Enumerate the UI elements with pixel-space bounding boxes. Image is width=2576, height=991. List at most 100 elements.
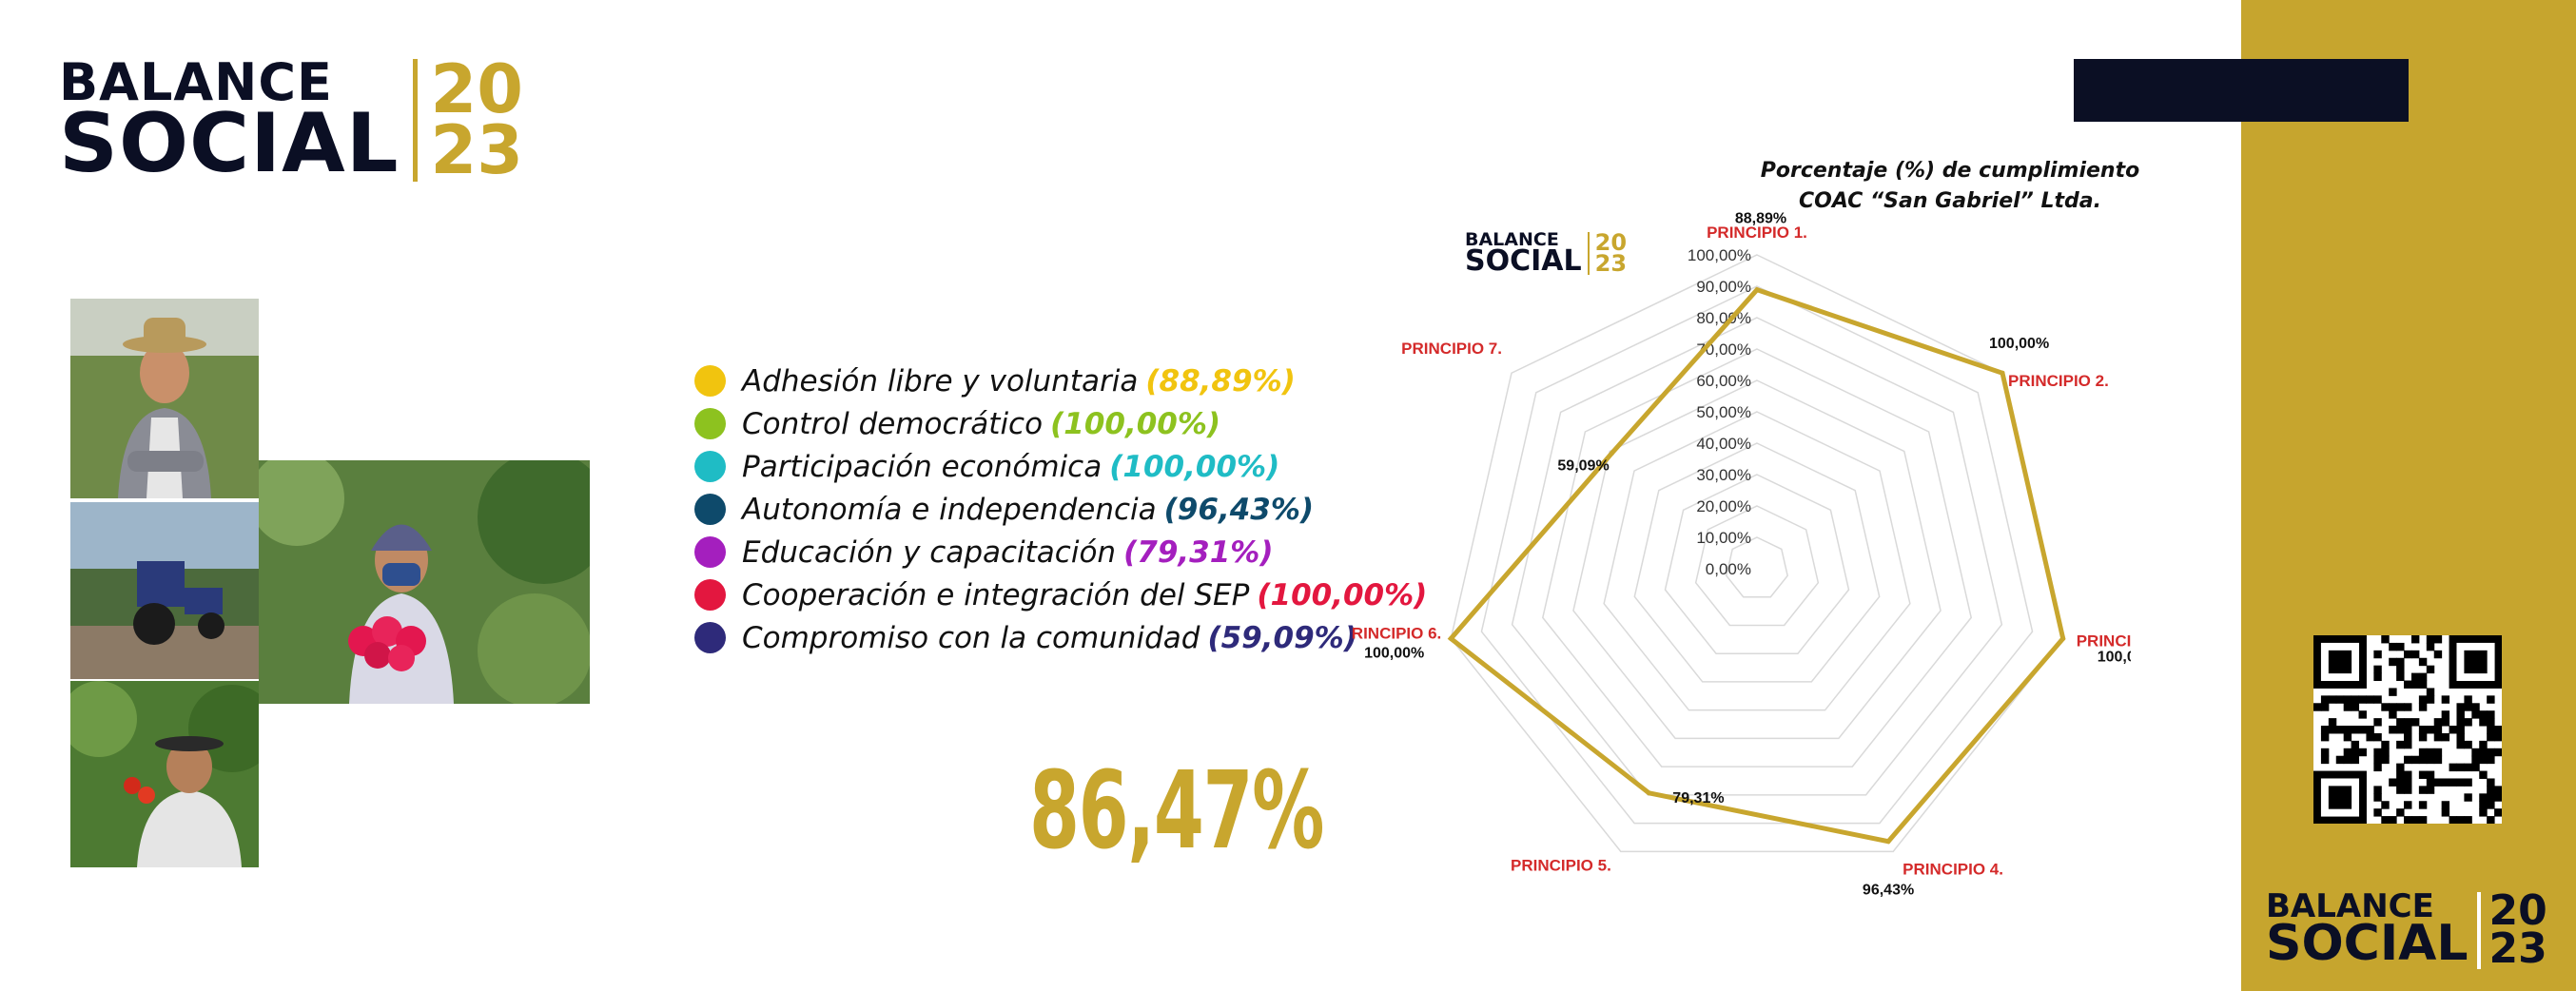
logo-balance: BALANCE — [59, 52, 333, 112]
radar-category-label: PRINCIPIO 1. — [1707, 223, 1807, 242]
logo-year-top: 20 — [430, 50, 523, 128]
radar-grid-ring — [1603, 411, 1911, 711]
radar-grid-ring — [1694, 505, 1820, 627]
logo-social: SOCIAL — [1465, 244, 1582, 279]
radar-grid-ring — [1541, 348, 1973, 768]
logo-year-bottom: 23 — [430, 111, 523, 190]
legend-label: Compromiso con la comunidad — [742, 620, 1200, 655]
principles-legend: Adhesión libre y voluntaria (88,89%) Con… — [694, 359, 1427, 659]
legend-item: Control democrático (100,00%) — [694, 402, 1427, 445]
photo-farmer — [70, 299, 259, 498]
radar-category-label: PRINCIPIO 4. — [1903, 860, 2003, 878]
gold-side-panel — [2241, 0, 2576, 991]
legend-item: Compromiso con la comunidad (59,09%) — [694, 616, 1427, 659]
logo-year-top: 20 — [2488, 886, 2547, 935]
legend-value: (79,31%) — [1123, 534, 1274, 570]
legend-label: Autonomía e independencia — [742, 492, 1157, 527]
radar-grid-ring — [1450, 254, 2064, 853]
legend-item: Educación y capacitación (79,31%) — [694, 531, 1427, 573]
photo-flowers-worker — [259, 460, 590, 704]
radar-tick-label: 20,00% — [1696, 497, 1751, 515]
legend-label: Control democrático — [742, 406, 1044, 441]
legend-value: (100,00%) — [1109, 449, 1280, 484]
logo-social: SOCIAL — [2266, 915, 2469, 973]
corner-logo: BALANCE SOCIAL 20 23 — [2266, 886, 2547, 974]
radar-series-line — [1447, 286, 2066, 845]
radar-tick-label: 60,00% — [1696, 372, 1751, 390]
photo-tractor — [70, 502, 259, 679]
legend-label: Participación económica — [742, 449, 1103, 484]
radar-category-label: PRINCIPIO 7. — [1401, 340, 1502, 358]
radar-value-label: 96,43% — [1863, 883, 1914, 899]
total-percentage: 86,47% — [1029, 749, 1324, 873]
radar-tick-label: 50,00% — [1696, 403, 1751, 421]
radar-tick-label: 100,00% — [1688, 246, 1751, 264]
radar-grid-ring — [1511, 317, 2003, 796]
radar-data-point — [1754, 287, 1760, 293]
legend-dot — [694, 536, 726, 568]
radar-value-label: 100,00% — [1364, 645, 1424, 661]
logo-year-top: 20 — [1594, 229, 1628, 256]
legend-item: Participación económica (100,00%) — [694, 445, 1427, 488]
radar-data-point — [1646, 790, 1651, 796]
logo-balance: BALANCE — [1465, 229, 1559, 250]
legend-label: Cooperación e integración del SEP — [742, 577, 1250, 612]
header-navy-bar — [2074, 59, 2409, 122]
radar-tick-label: 40,00% — [1696, 435, 1751, 453]
chart-title-line1: Porcentaje (%) de cumplimiento — [1760, 159, 2140, 183]
radar-tick-label: 90,00% — [1696, 278, 1751, 296]
chart-title: Porcentaje (%) de cumplimiento COAC “San… — [1712, 156, 2188, 217]
radar-value-label: 88,89% — [1735, 211, 1786, 227]
logo-divider — [412, 59, 418, 182]
legend-value: (100,00%) — [1050, 406, 1221, 441]
legend-dot — [694, 622, 726, 653]
radar-grid-ring — [1664, 474, 1850, 654]
chart-title-line2: COAC “San Gabriel” Ltda. — [1798, 188, 2101, 213]
radar-tick-label: 10,00% — [1696, 529, 1751, 547]
logo-year-bottom: 23 — [2488, 924, 2547, 974]
radar-value-label: 59,09% — [1557, 457, 1609, 474]
radar-value-label: 100,00% — [1989, 336, 2049, 352]
logo-balance: BALANCE — [2266, 887, 2434, 925]
radar-data-point — [1610, 450, 1615, 456]
radar-data-point — [2060, 635, 2066, 641]
legend-item: Adhesión libre y voluntaria (88,89%) — [694, 359, 1427, 402]
logo-divider — [1587, 232, 1590, 276]
logo-social: SOCIAL — [59, 95, 400, 191]
radar-data-point — [2000, 370, 2005, 376]
radar-grid-ring — [1480, 285, 2034, 825]
radar-value-label: 79,31% — [1672, 790, 1724, 806]
legend-dot — [694, 451, 726, 482]
legend-value: (59,09%) — [1207, 620, 1357, 655]
radar-category-label: PRINCIPIO 5. — [1511, 856, 1611, 874]
radar-grid-ring — [1572, 379, 1942, 740]
legend-dot — [694, 365, 726, 397]
qr-code[interactable] — [2313, 635, 2503, 825]
legend-value: (96,43%) — [1163, 492, 1315, 527]
radar-chart: 0,00% 10,00% 20,00% 30,00% 40,00% 50,00% 60,00… — [1351, 211, 2131, 899]
radar-tick-label: 0,00% — [1706, 560, 1751, 578]
photo-harvest — [70, 681, 259, 867]
legend-item: Cooperación e integración del SEP (100,0… — [694, 573, 1427, 616]
radar-data-point — [1885, 839, 1891, 845]
radar-grid-ring — [1726, 536, 1788, 598]
logo-divider — [2476, 892, 2481, 969]
radar-category-label: PRINCIPIO 3. — [2077, 632, 2131, 650]
qr-code-pattern — [2313, 635, 2503, 825]
legend-value: (100,00%) — [1257, 577, 1428, 612]
legend-label: Educación y capacitación — [742, 534, 1117, 570]
radar-category-label: PRINCIPIO 2. — [2008, 372, 2109, 390]
legend-dot — [694, 579, 726, 611]
radar-grid-ring — [1633, 442, 1881, 683]
radar-data-point — [1448, 635, 1454, 641]
legend-item: Autonomía e independencia (96,43%) — [694, 488, 1427, 531]
main-logo: BALANCE SOCIAL 20 23 — [59, 50, 523, 191]
logo-year-bottom: 23 — [1594, 250, 1628, 278]
radar-category-label: PRINCIPIO 6. — [1351, 624, 1441, 642]
legend-label: Adhesión libre y voluntaria — [742, 363, 1139, 398]
legend-dot — [694, 408, 726, 439]
chart-logo: BALANCE SOCIAL 20 23 — [1465, 229, 1628, 279]
radar-tick-label: 30,00% — [1696, 466, 1751, 484]
legend-dot — [694, 494, 726, 525]
radar-value-label: 100,00% — [2098, 649, 2131, 665]
